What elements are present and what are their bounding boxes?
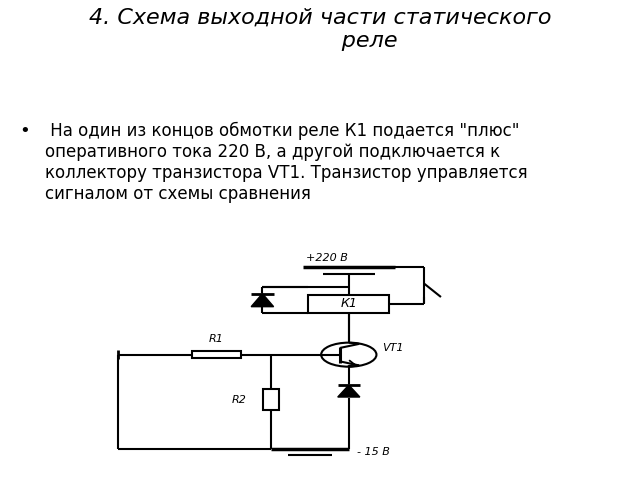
Text: На один из концов обмотки реле К1 подается "плюс"
оперативного тока 220 В, а дру: На один из концов обмотки реле К1 подает… [45, 122, 527, 203]
Bar [308, 295, 389, 313]
Text: - 15 В: - 15 В [358, 447, 390, 457]
Text: R2: R2 [232, 395, 247, 405]
Text: К1: К1 [340, 298, 357, 311]
Text: •: • [19, 122, 30, 140]
Text: +220 В: +220 В [306, 253, 348, 263]
Bar [263, 389, 279, 410]
Bar [192, 351, 241, 358]
Text: VT1: VT1 [382, 343, 404, 353]
Text: 4. Схема выходной части статического
              реле: 4. Схема выходной части статического рел… [89, 8, 551, 51]
Text: R1: R1 [209, 334, 224, 344]
Polygon shape [338, 385, 360, 397]
Polygon shape [251, 294, 274, 307]
